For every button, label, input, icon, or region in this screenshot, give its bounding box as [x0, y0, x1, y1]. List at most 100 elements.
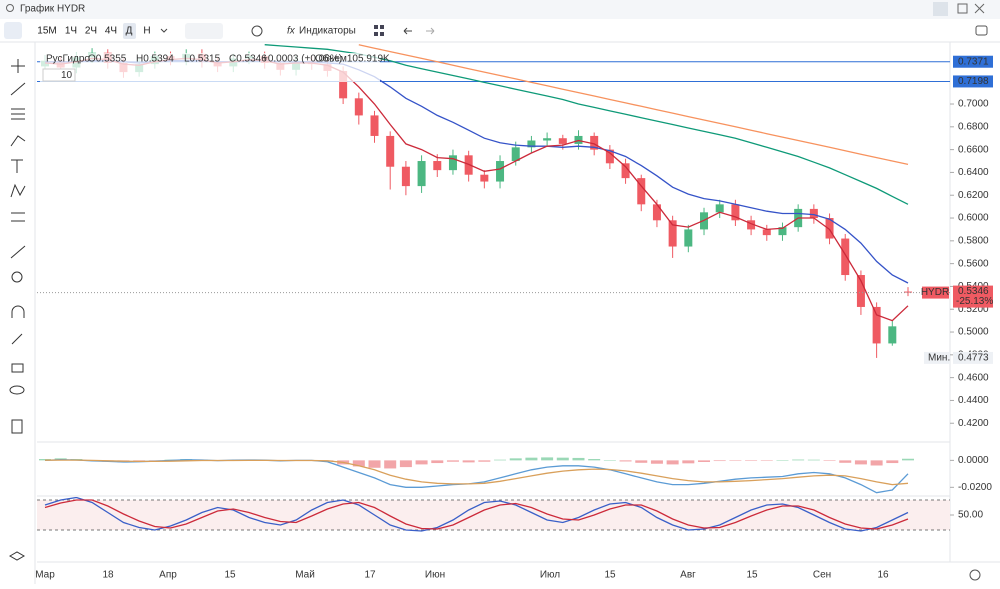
interval-button[interactable]: Д — [126, 26, 133, 37]
redo-button[interactable] — [426, 27, 435, 35]
last-price-label: 0.5346 — [958, 286, 989, 297]
macd-bar — [776, 460, 789, 461]
macd-bar — [462, 460, 475, 463]
macd-bar — [509, 458, 522, 461]
interval-button[interactable]: 1Ч — [65, 26, 77, 37]
macd-bar — [870, 460, 883, 466]
x-tick-label: 15 — [746, 570, 758, 581]
symbol-tag — [922, 286, 949, 299]
lock-tool[interactable] — [11, 363, 24, 373]
candle-body — [872, 306, 881, 344]
price-pane — [37, 44, 950, 358]
x-tick-label: Июн — [425, 570, 445, 581]
candle-body — [904, 291, 912, 293]
zoom-tool[interactable] — [11, 271, 23, 283]
layout-icon — [380, 32, 384, 36]
y-tick-label: 0.6000 — [958, 213, 989, 224]
minimize-button[interactable] — [933, 2, 948, 16]
symbol-tag-label: HYDR — [921, 287, 949, 298]
ohlc-value: O0.5355 — [88, 54, 127, 65]
maximize-button[interactable] — [957, 3, 968, 14]
y-tick-label: 0.5600 — [958, 258, 989, 269]
candle-body — [590, 135, 599, 150]
fx-icon: fx — [287, 26, 296, 37]
close-button[interactable] — [974, 3, 985, 14]
stoch-band — [37, 500, 950, 530]
trendline-tool[interactable] — [10, 82, 26, 96]
macd-bar — [698, 460, 711, 462]
candle-body — [433, 161, 442, 171]
candle-body — [621, 163, 630, 179]
macd-bar — [760, 460, 773, 461]
indicator-line — [44, 499, 909, 530]
undo-button[interactable] — [403, 27, 412, 35]
x-tick-label: Сен — [813, 570, 831, 581]
candle-body — [386, 135, 395, 167]
candle-body — [401, 166, 410, 187]
macd-bar — [902, 458, 914, 461]
macd-bar — [839, 460, 852, 463]
period-box[interactable] — [42, 68, 76, 82]
indicator-line — [44, 497, 909, 532]
axes: 0.42000.44000.46000.48000.50000.52000.54… — [35, 55, 993, 581]
text-tool[interactable] — [11, 159, 23, 173]
price-line-tag — [953, 75, 993, 88]
indicators-button[interactable]: Индикаторы — [299, 26, 356, 37]
macd-bar — [854, 460, 867, 465]
x-tick-label: Апр — [159, 570, 177, 581]
magnet-tool[interactable] — [11, 305, 25, 318]
fib-tool[interactable] — [11, 108, 25, 120]
period: 10 — [61, 70, 73, 81]
interval-button[interactable]: Н — [143, 26, 150, 37]
measure-tool[interactable] — [11, 212, 25, 222]
stochastic-pane — [37, 497, 950, 532]
candle-body — [496, 161, 505, 182]
candle-body — [511, 147, 520, 162]
y-tick-label: 0.6800 — [958, 121, 989, 132]
delete-tool[interactable] — [11, 419, 23, 434]
y-tick-label: 50.00 — [958, 510, 983, 521]
macd-bar — [603, 460, 616, 461]
search-icon[interactable] — [6, 4, 14, 12]
candle-body — [841, 238, 850, 276]
macd-bar — [572, 457, 585, 461]
layers-tool[interactable] — [8, 551, 26, 561]
macd-bar — [415, 460, 428, 465]
lock-drawing-tool[interactable] — [11, 333, 23, 345]
interval-button[interactable]: 2Ч — [85, 26, 97, 37]
crosshair-tool[interactable] — [11, 59, 25, 73]
y-tick-label: -0.0200 — [958, 482, 992, 493]
candle-body — [339, 70, 348, 99]
candle-body — [856, 275, 865, 307]
y-tick-label: 0.4200 — [958, 418, 989, 429]
screenshot-button[interactable] — [975, 25, 988, 36]
compare-button[interactable] — [251, 25, 263, 37]
visibility-tool[interactable] — [9, 385, 25, 395]
settings-button[interactable] — [969, 569, 981, 581]
candle-body — [448, 155, 457, 171]
draw-tool-button[interactable] — [4, 22, 22, 39]
macd-bar — [729, 460, 742, 461]
candle-body — [762, 229, 771, 236]
interval-button[interactable]: 4Ч — [105, 26, 117, 37]
min-label: Мин. — [928, 353, 950, 364]
pattern-tool[interactable] — [10, 183, 26, 198]
macd-bar — [556, 457, 569, 461]
indicator-line — [44, 57, 909, 322]
brush-tool[interactable] — [10, 135, 26, 147]
macd-bar — [541, 457, 554, 461]
interval-button[interactable]: 15M — [37, 26, 56, 37]
macd-bar — [431, 460, 444, 464]
ohlc-value: C0.5346 — [229, 54, 267, 65]
layout-icon[interactable] — [374, 25, 378, 29]
indicator-line — [44, 459, 909, 486]
macd-bar — [792, 459, 805, 461]
candle-body — [668, 220, 677, 247]
macd-bar — [368, 460, 381, 468]
candle-body — [527, 140, 536, 148]
chart-type-button[interactable] — [185, 23, 223, 39]
interval-dropdown[interactable] — [160, 28, 168, 33]
macd-bar — [525, 457, 538, 461]
ruler-tool[interactable] — [10, 245, 26, 259]
